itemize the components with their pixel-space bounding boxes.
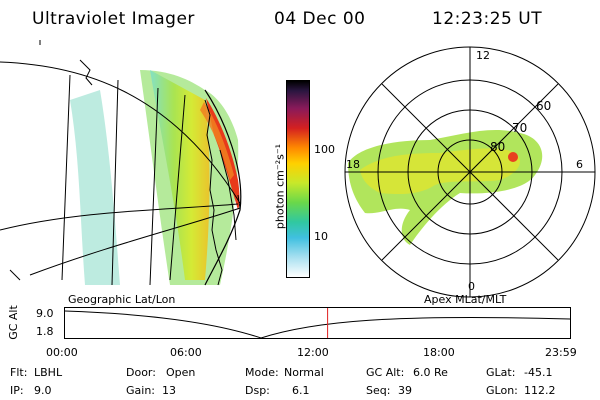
geographic-map	[0, 40, 242, 286]
timeline-axis-label: GC Alt	[6, 305, 20, 340]
auroral-hotspot	[508, 152, 518, 162]
time-label: 12:23:25 UT	[432, 9, 543, 29]
info-value-seq: 39	[398, 384, 412, 397]
aurora-orange-arc	[200, 102, 234, 180]
info-label-seq: Seq:	[366, 384, 391, 397]
lat-lon-grid	[0, 40, 241, 286]
info-value-dsp: 6.1	[292, 384, 310, 397]
polar-panel-label: Apex MLat/MLT	[424, 293, 507, 306]
info-label-flt: Flt:	[10, 366, 28, 379]
info-label-door: Door:	[126, 366, 156, 379]
timeline-ytick-high: 9.0	[36, 307, 54, 320]
timeline-ytick-low: 1.8	[36, 325, 54, 338]
info-label-gain: Gain:	[126, 384, 155, 397]
info-value-ip: 9.0	[34, 384, 52, 397]
mlat-label-70: 70	[512, 121, 527, 135]
auroral-oval-core	[360, 148, 520, 195]
colorbar-tick-10: 10	[314, 230, 328, 243]
geo-panel-label: Geographic Lat/Lon	[68, 293, 176, 306]
timeline-xtick-2: 12:00	[297, 346, 329, 359]
info-value-gcalt: 6.0 Re	[413, 366, 448, 379]
info-label-glon: GLon:	[486, 384, 518, 397]
instrument-title: Ultraviolet Imager	[32, 9, 195, 29]
mlat-label-60: 60	[536, 99, 551, 113]
timeline-xtick-0: 00:00	[46, 346, 78, 359]
aurora-band-core	[150, 70, 210, 280]
info-value-gain: 13	[162, 384, 176, 397]
timeline-xtick-3: 18:00	[423, 346, 455, 359]
colorbar	[286, 80, 310, 278]
diffuse-emission	[70, 90, 120, 285]
altitude-curve	[64, 310, 571, 339]
date-label: 04 Dec 00	[274, 9, 366, 29]
timeline-xtick-4: 23:59	[545, 346, 577, 359]
timeline-frame	[64, 307, 571, 339]
mlt-label-12: 12	[476, 49, 490, 62]
info-value-flt: LBHL	[34, 366, 63, 379]
mlt-spokes	[345, 47, 595, 297]
timeline-xtick-1: 06:00	[170, 346, 202, 359]
info-label-glat: GLat:	[486, 366, 516, 379]
info-label-gcalt: GC Alt:	[366, 366, 405, 379]
info-label-dsp: Dsp:	[245, 384, 270, 397]
info-value-glon: 112.2	[524, 384, 556, 397]
info-value-glat: -45.1	[524, 366, 553, 379]
info-value-door: Open	[166, 366, 196, 379]
info-value-mode: Normal	[284, 366, 324, 379]
info-label-ip: IP:	[10, 384, 24, 397]
coastline	[9, 59, 237, 286]
mlt-label-6: 6	[576, 158, 583, 171]
mlt-label-18: 18	[346, 158, 360, 171]
mlat-label-80: 80	[490, 140, 505, 154]
mlt-label-0: 0	[468, 280, 475, 293]
earth-limb	[204, 89, 242, 286]
polar-plot: 12 18 6 0 60 70 80	[344, 46, 596, 298]
orbit-timeline[interactable]	[64, 307, 572, 340]
colorbar-unit-label: photon cm⁻²s⁻¹	[273, 143, 287, 230]
info-label-mode: Mode:	[245, 366, 279, 379]
colorbar-tick-100: 100	[314, 143, 335, 156]
